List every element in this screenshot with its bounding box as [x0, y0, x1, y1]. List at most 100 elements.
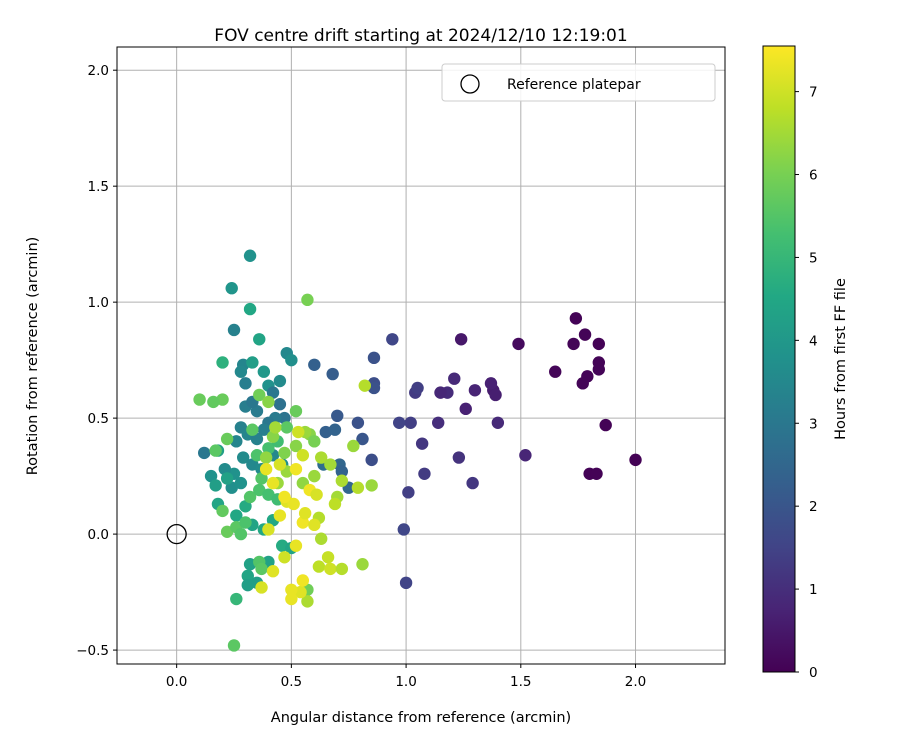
- data-point: [257, 423, 271, 436]
- data-point: [255, 472, 268, 485]
- data-point: [285, 583, 298, 596]
- data-point: [273, 509, 287, 522]
- data-point: [204, 469, 218, 483]
- x-tick-label: 0.5: [281, 674, 302, 690]
- data-point: [326, 367, 339, 381]
- data-point: [246, 423, 259, 436]
- colorbar-tick-label: 5: [809, 250, 818, 266]
- reference-marker-layer: [166, 523, 187, 545]
- data-point: [321, 551, 335, 564]
- data-point: [308, 518, 321, 532]
- data-point: [285, 592, 298, 606]
- data-point: [489, 388, 502, 402]
- data-point: [567, 337, 580, 351]
- data-point: [314, 451, 328, 464]
- data-point: [239, 500, 252, 513]
- data-point: [230, 509, 243, 522]
- data-point: [253, 388, 266, 402]
- data-point: [356, 432, 369, 446]
- data-point: [287, 497, 300, 511]
- data-point: [262, 442, 275, 455]
- data-point: [259, 462, 273, 476]
- data-point: [255, 562, 268, 576]
- data-point: [367, 351, 381, 365]
- data-point: [519, 449, 532, 462]
- data-point: [549, 365, 562, 378]
- data-point: [207, 395, 220, 409]
- data-point: [246, 458, 259, 471]
- data-point: [356, 558, 369, 571]
- data-point: [397, 523, 410, 536]
- data-point: [292, 425, 305, 439]
- data-point: [257, 365, 271, 378]
- data-point: [243, 302, 257, 316]
- data-point: [241, 569, 254, 583]
- colorbar-frame: [762, 45, 796, 673]
- data-point: [241, 578, 254, 592]
- data-point: [266, 565, 280, 578]
- y-tick-label: 1.5: [88, 179, 109, 195]
- data-point: [278, 446, 291, 460]
- x-tick-label: 2.0: [625, 674, 646, 690]
- data-point: [197, 446, 211, 460]
- y-tick-label: 1.0: [88, 295, 109, 311]
- data-point: [266, 476, 280, 490]
- data-point: [262, 395, 275, 409]
- x-tick-label: 1.5: [510, 674, 531, 690]
- data-point: [308, 358, 321, 371]
- data-point: [578, 328, 592, 341]
- data-point: [415, 437, 429, 450]
- data-point: [220, 472, 234, 485]
- data-point: [255, 581, 268, 594]
- data-point: [253, 333, 266, 346]
- data-point: [220, 525, 234, 538]
- data-point: [236, 451, 250, 464]
- data-point: [234, 527, 248, 541]
- data-point: [569, 312, 583, 325]
- data-point: [324, 458, 337, 471]
- data-point: [193, 393, 206, 406]
- data-point: [296, 449, 310, 462]
- data-point: [331, 409, 344, 423]
- data-point: [278, 490, 291, 504]
- data-point: [466, 476, 479, 490]
- colorbar-tick-label: 2: [809, 499, 818, 515]
- data-point: [225, 282, 238, 295]
- data-point: [227, 323, 241, 337]
- data-point: [243, 490, 257, 504]
- data-point: [351, 416, 365, 429]
- data-point: [629, 453, 642, 467]
- data-point: [393, 416, 406, 429]
- data-point: [365, 453, 378, 467]
- data-point: [347, 439, 360, 453]
- data-point: [296, 574, 310, 587]
- data-point: [273, 374, 287, 388]
- data-point: [273, 398, 287, 411]
- axis-ticks: 0.0 0.5 1.0 1.5 2.0 −0.5 0.0 0.5 1.0 1.5 2.0: [76, 63, 646, 690]
- colorbar-tick-label: 0: [809, 665, 818, 681]
- data-point: [399, 576, 413, 590]
- plot-frame: [116, 46, 726, 665]
- data-point: [246, 356, 259, 369]
- data-point: [418, 467, 431, 480]
- data-point: [454, 333, 468, 346]
- data-point: [209, 479, 222, 492]
- data-point: [278, 551, 291, 564]
- data-point: [590, 467, 603, 480]
- data-point: [266, 430, 280, 443]
- data-point: [434, 386, 447, 399]
- data-point: [269, 421, 282, 434]
- data-point: [308, 469, 321, 483]
- y-axis-label: Rotation from reference (arcmin): [25, 237, 41, 476]
- data-point: [234, 365, 248, 378]
- data-point: [216, 504, 229, 518]
- y-tick-label: 0.5: [88, 411, 109, 427]
- data-point: [289, 539, 303, 552]
- data-point: [358, 379, 371, 392]
- data-point: [262, 523, 275, 536]
- data-point: [216, 356, 229, 369]
- y-tick-label: −0.5: [76, 643, 109, 659]
- data-point: [484, 377, 498, 390]
- data-point: [468, 384, 482, 397]
- data-point: [335, 474, 349, 487]
